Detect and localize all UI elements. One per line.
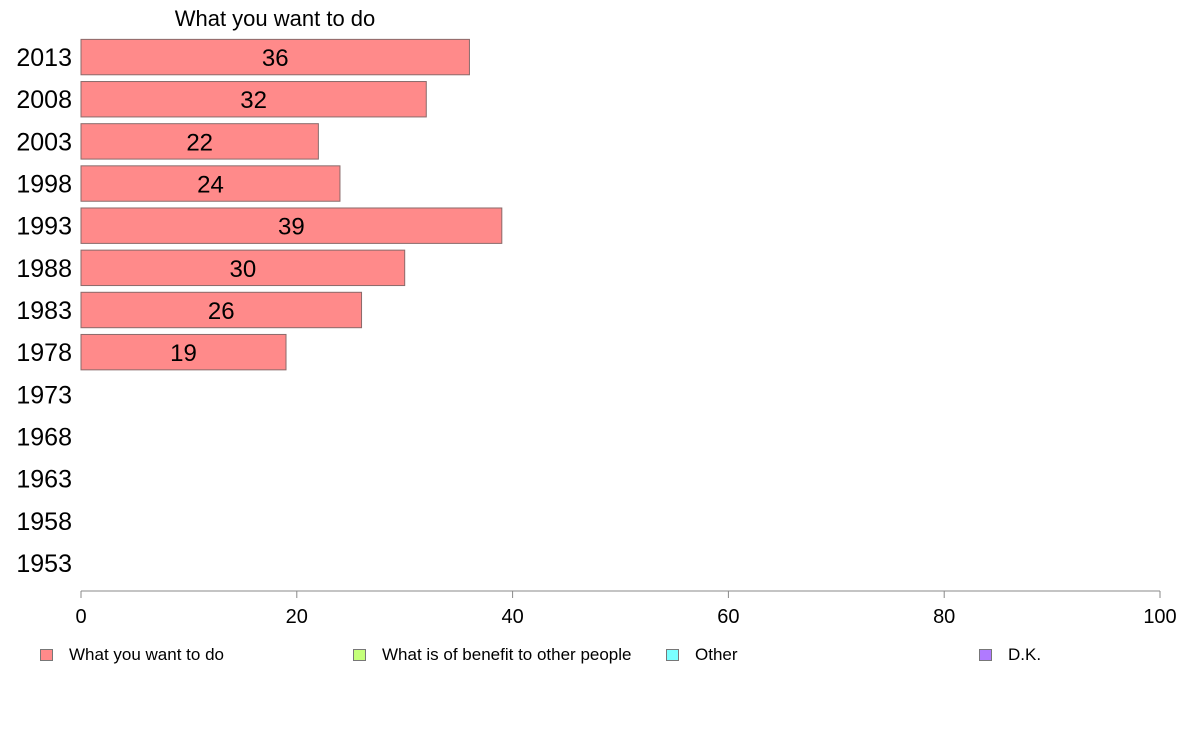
legend-item-benefit-to-others: What is of benefit to other people: [353, 642, 632, 668]
data-label: 39: [278, 214, 305, 241]
bar: [80, 249, 406, 287]
category-label: 1958: [16, 508, 72, 536]
legend-label: D.K.: [1008, 645, 1042, 664]
legend-swatch: [40, 649, 53, 661]
x-tick-label: 80: [933, 606, 955, 628]
data-label: 19: [170, 340, 197, 367]
x-tick-label: 60: [717, 606, 739, 628]
data-label: 24: [197, 172, 224, 199]
legend-swatch: [353, 649, 366, 661]
data-label: 32: [240, 87, 267, 114]
legend-item-other: Other: [666, 642, 738, 668]
category-label: 1988: [16, 255, 72, 283]
category-label: 1993: [16, 213, 72, 241]
category-label: 1963: [16, 466, 72, 494]
data-label: 26: [208, 298, 235, 325]
legend-label: Other: [695, 645, 738, 664]
legend: What you want to do What is of benefit t…: [0, 642, 1188, 672]
bar: [80, 165, 341, 202]
legend-item-what-you-want-to-do: What you want to do: [40, 642, 224, 668]
category-label: 2008: [16, 86, 72, 114]
legend-item-dk: D.K.: [979, 642, 1041, 668]
category-labels: 2013 2008 2003 1998 1993 1988 1983 1978 1973 1968…: [16, 44, 72, 578]
bar: [80, 333, 287, 371]
category-label: 1983: [16, 297, 72, 325]
category-label: 1978: [16, 339, 72, 367]
legend-swatch: [666, 649, 679, 661]
x-tick-label: 100: [1143, 606, 1176, 628]
category-label: 1953: [16, 550, 72, 578]
legend-swatch: [979, 649, 992, 661]
bar: [80, 81, 427, 118]
data-label: 30: [229, 256, 256, 283]
x-axis: 0 20 40 60 80 100: [75, 590, 1177, 628]
data-label: 36: [262, 45, 289, 72]
legend-label: What you want to do: [69, 645, 224, 664]
x-tick-label: 20: [286, 606, 308, 628]
legend-label: What is of benefit to other people: [382, 645, 632, 664]
x-tick-label: 0: [75, 606, 86, 628]
category-label: 1968: [16, 423, 72, 451]
bars-group: 36 32 22 24 39 30 26 19: [80, 38, 503, 371]
x-tick-label: 40: [501, 606, 523, 628]
bar: [80, 123, 319, 160]
category-label: 1973: [16, 381, 72, 409]
bar: [80, 291, 363, 329]
bar: [80, 207, 503, 244]
category-label: 2003: [16, 128, 72, 156]
data-label: 22: [186, 129, 213, 156]
category-label: 2013: [16, 44, 72, 72]
bar: [80, 38, 470, 76]
category-label: 1998: [16, 171, 72, 199]
chart-title: What you want to do: [175, 6, 376, 31]
